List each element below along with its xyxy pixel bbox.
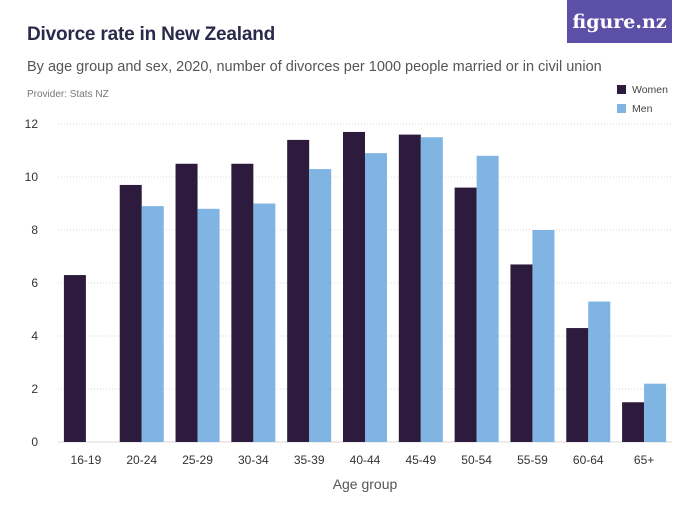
bar-women-55-59 [510, 264, 533, 442]
bar-men-65+ [644, 383, 667, 442]
bar-men-55-59 [532, 230, 555, 442]
bar-women-65+ [622, 402, 645, 442]
x-tick-label: 40-44 [350, 453, 381, 467]
bar-men-30-34 [253, 203, 276, 442]
bar-women-60-64 [566, 328, 589, 442]
x-tick-label: 20-24 [126, 453, 157, 467]
y-tick-label: 4 [31, 329, 38, 343]
x-tick-label: 45-49 [405, 453, 436, 467]
bar-men-35-39 [309, 169, 332, 443]
x-tick-label: 25-29 [182, 453, 213, 467]
x-axis-label: Age group [333, 476, 398, 492]
bar-men-45-49 [420, 137, 443, 442]
bar-women-20-24 [119, 184, 142, 442]
bar-women-16-19 [63, 275, 86, 442]
legend-label-men: Men [632, 103, 653, 115]
bar-women-35-39 [287, 139, 310, 442]
figure-nz-logo[interactable]: figure.nz [567, 0, 672, 43]
bar-women-40-44 [343, 131, 365, 442]
legend-label-women: Women [632, 84, 668, 96]
bar-men-60-64 [588, 301, 611, 442]
chart-subtitle: By age group and sex, 2020, number of di… [27, 59, 602, 75]
bar-women-25-29 [175, 163, 198, 442]
chart-title: Divorce rate in New Zealand [27, 24, 276, 45]
x-tick-label: 55-59 [517, 453, 548, 467]
x-tick-label: 30-34 [238, 453, 269, 467]
bar-women-45-49 [398, 134, 421, 442]
bar-men-25-29 [197, 208, 220, 442]
y-tick-label: 12 [25, 117, 39, 131]
provider-text: Provider: Stats NZ [27, 89, 109, 100]
bar-men-50-54 [476, 155, 499, 443]
bar-men-40-44 [365, 153, 387, 442]
y-tick-label: 0 [31, 435, 38, 449]
x-tick-label: 16-19 [71, 453, 102, 467]
y-tick-label: 6 [31, 276, 38, 290]
bar-women-30-34 [231, 163, 254, 442]
y-tick-label: 10 [25, 170, 39, 184]
x-tick-label: 50-54 [461, 453, 492, 467]
legend-swatch-men [617, 104, 626, 113]
y-tick-label: 2 [31, 382, 38, 396]
bar-women-50-54 [454, 187, 477, 442]
x-tick-label: 65+ [634, 453, 654, 467]
legend-swatch-women [617, 85, 626, 94]
bar-men-20-24 [141, 206, 164, 442]
x-tick-label: 35-39 [294, 453, 325, 467]
x-tick-label: 60-64 [573, 453, 604, 467]
y-tick-label: 8 [31, 223, 38, 237]
